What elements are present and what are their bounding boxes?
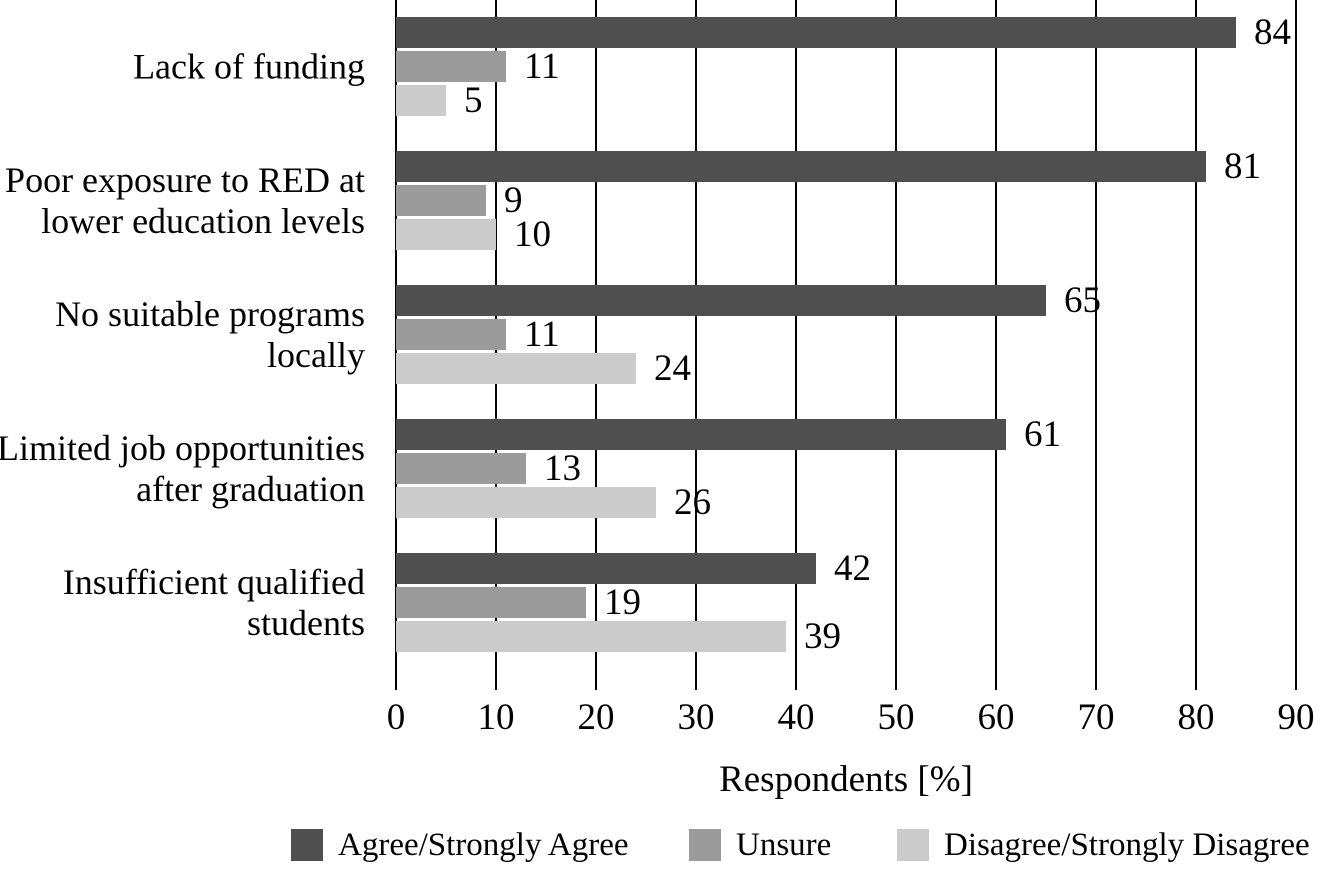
category-label: Limited job opportunities after graduatio…: [0, 428, 365, 510]
x-axis-title: Respondents [%]: [719, 759, 973, 800]
bar: [396, 587, 586, 618]
bar: [396, 419, 1006, 450]
bar: [396, 453, 526, 484]
bar: [396, 553, 816, 584]
bar: [396, 319, 506, 350]
gridline: [895, 0, 897, 690]
legend-label: Unsure: [736, 827, 832, 863]
bar: [396, 285, 1046, 316]
value-label: 13: [544, 448, 581, 489]
value-label: 39: [804, 616, 841, 657]
category-label-line: Lack of funding: [133, 46, 365, 86]
bar: [396, 353, 636, 384]
category-label: Insufficient qualified students: [63, 562, 365, 644]
value-label: 19: [604, 582, 641, 623]
category-label: Poor exposure to RED at lower education l…: [5, 160, 365, 242]
x-tick-label: 70: [1077, 697, 1115, 738]
x-tick-label: 20: [577, 697, 615, 738]
legend-label: Agree/Strongly Agree: [338, 827, 629, 863]
value-label: 61: [1024, 414, 1061, 455]
value-label: 24: [654, 348, 691, 389]
gridline: [1095, 0, 1097, 690]
legend-item: Disagree/Strongly Disagree: [897, 827, 1310, 863]
value-label: 10: [514, 214, 551, 255]
bar: [396, 185, 486, 216]
legend-swatch: [689, 829, 721, 861]
value-label: 65: [1064, 280, 1101, 321]
value-label: 81: [1224, 146, 1261, 187]
bar: [396, 219, 496, 250]
value-label: 11: [524, 314, 560, 355]
bar: [396, 17, 1236, 48]
category-label: Lack of funding: [133, 46, 365, 87]
value-label: 11: [524, 46, 560, 87]
bar: [396, 85, 446, 116]
gridline: [1195, 0, 1197, 690]
value-label: 42: [834, 548, 871, 589]
bar: [396, 151, 1206, 182]
gridline: [995, 0, 997, 690]
gridline: [595, 0, 597, 690]
legend-label: Disagree/Strongly Disagree: [944, 827, 1310, 863]
x-tick-label: 40: [777, 697, 815, 738]
value-label: 9: [504, 180, 523, 221]
x-tick-label: 30: [677, 697, 715, 738]
x-tick-label: 10: [477, 697, 515, 738]
category-label-line: after graduation: [136, 468, 365, 509]
category-label-line: No suitable programs: [55, 293, 365, 334]
legend-swatch: [291, 829, 323, 861]
category-label-line: Poor exposure to RED at: [5, 159, 365, 200]
gridline: [795, 0, 797, 690]
legend-item: Unsure: [689, 827, 831, 863]
gridline: [695, 0, 697, 690]
category-label-line: locally: [267, 334, 365, 375]
gridline: [1295, 0, 1297, 690]
value-label: 26: [674, 482, 711, 523]
bar: [396, 621, 786, 652]
x-tick-label: 60: [977, 697, 1015, 738]
category-label-line: Limited job opportunities: [0, 427, 365, 468]
category-label-line: Insufficient qualified: [62, 561, 365, 602]
value-label: 5: [464, 80, 483, 121]
bar: [396, 487, 656, 518]
x-tick-label: 0: [386, 697, 406, 738]
category-label: No suitable programs locally: [55, 294, 365, 376]
x-tick-label: 80: [1177, 697, 1215, 738]
category-label-line: lower education levels: [41, 200, 365, 241]
category-label-line: students: [246, 602, 365, 643]
bar: [396, 51, 506, 82]
value-label: 84: [1254, 12, 1291, 53]
legend-swatch: [897, 829, 929, 861]
legend-item: Agree/Strongly Agree: [291, 827, 629, 863]
x-tick-label: 50: [877, 697, 915, 738]
x-tick-label: 90: [1277, 697, 1315, 738]
